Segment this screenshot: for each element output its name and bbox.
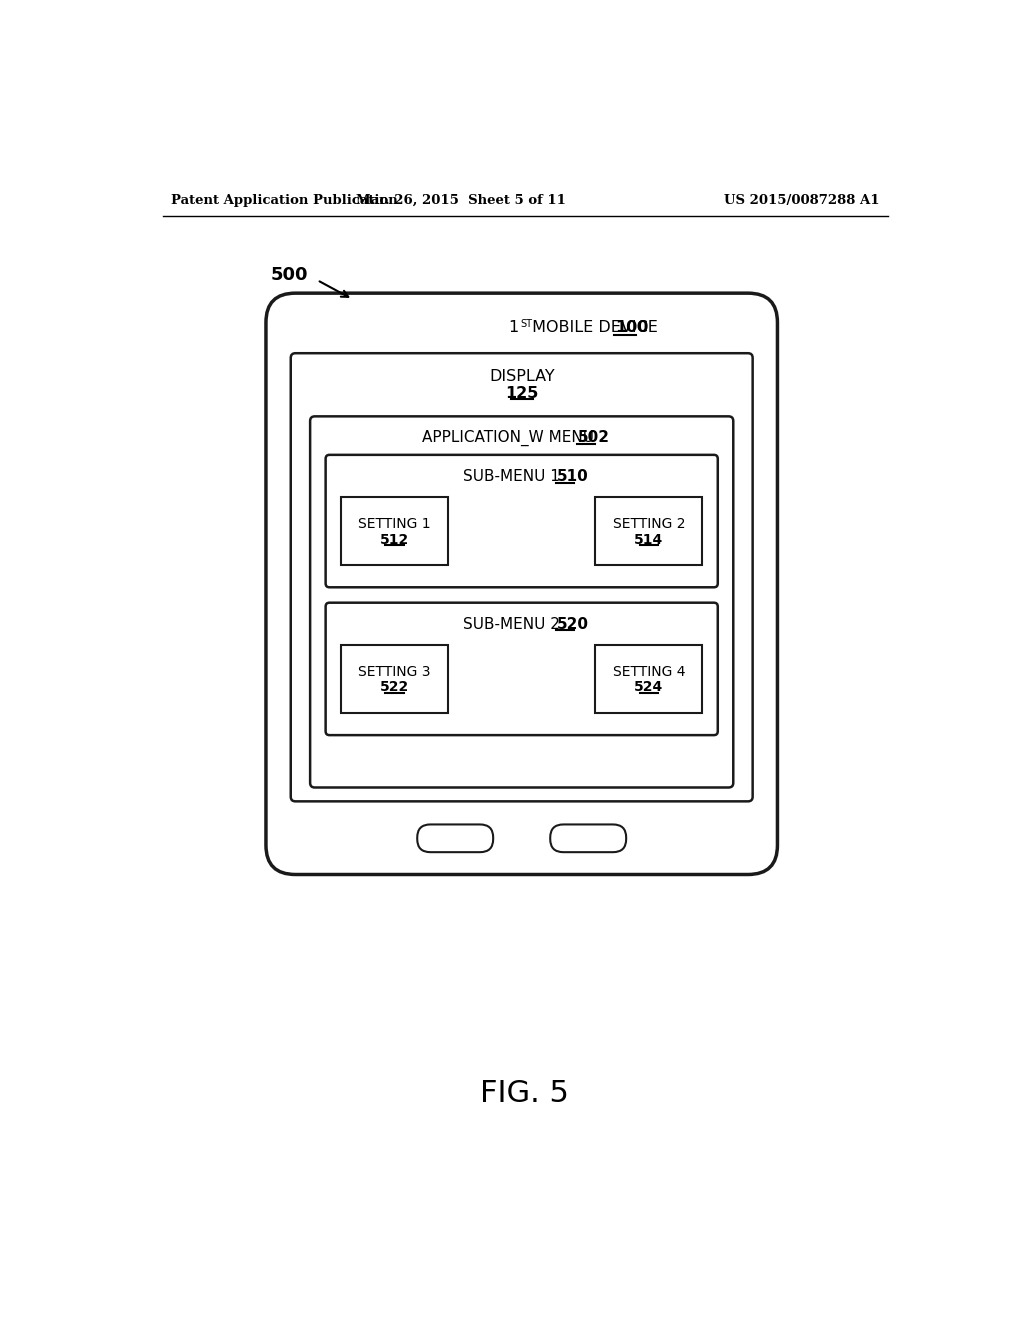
FancyBboxPatch shape bbox=[326, 455, 718, 587]
Text: 1: 1 bbox=[508, 319, 518, 335]
Text: 512: 512 bbox=[380, 532, 410, 546]
FancyBboxPatch shape bbox=[266, 293, 777, 875]
Text: Mar. 26, 2015  Sheet 5 of 11: Mar. 26, 2015 Sheet 5 of 11 bbox=[356, 194, 566, 207]
FancyBboxPatch shape bbox=[291, 354, 753, 801]
FancyBboxPatch shape bbox=[595, 498, 702, 565]
FancyBboxPatch shape bbox=[595, 645, 702, 713]
Text: 125: 125 bbox=[505, 385, 539, 401]
Text: FIG. 5: FIG. 5 bbox=[480, 1080, 569, 1109]
Text: 524: 524 bbox=[634, 680, 664, 694]
Text: 522: 522 bbox=[380, 680, 410, 694]
Text: 510: 510 bbox=[557, 469, 589, 484]
Text: APPLICATION_W MENU: APPLICATION_W MENU bbox=[422, 430, 598, 446]
Text: 500: 500 bbox=[271, 267, 308, 284]
Text: SETTING 3: SETTING 3 bbox=[358, 665, 431, 678]
Text: SUB-MENU 1: SUB-MENU 1 bbox=[463, 469, 565, 484]
FancyBboxPatch shape bbox=[341, 645, 449, 713]
Text: SETTING 1: SETTING 1 bbox=[358, 517, 431, 531]
FancyBboxPatch shape bbox=[326, 603, 718, 735]
FancyBboxPatch shape bbox=[417, 825, 494, 853]
Text: SETTING 2: SETTING 2 bbox=[612, 517, 685, 531]
Text: Patent Application Publication: Patent Application Publication bbox=[171, 194, 397, 207]
Text: US 2015/0087288 A1: US 2015/0087288 A1 bbox=[724, 194, 880, 207]
Text: MOBILE DEVICE: MOBILE DEVICE bbox=[527, 319, 664, 335]
Text: 520: 520 bbox=[557, 616, 589, 632]
FancyBboxPatch shape bbox=[341, 498, 449, 565]
Text: 502: 502 bbox=[578, 430, 609, 445]
Text: 100: 100 bbox=[614, 319, 648, 335]
Text: SETTING 4: SETTING 4 bbox=[612, 665, 685, 678]
Text: 514: 514 bbox=[634, 532, 664, 546]
Text: ST: ST bbox=[520, 319, 532, 329]
FancyBboxPatch shape bbox=[550, 825, 626, 853]
Text: SUB-MENU 2: SUB-MENU 2 bbox=[463, 616, 565, 632]
Text: DISPLAY: DISPLAY bbox=[488, 368, 555, 384]
FancyBboxPatch shape bbox=[310, 416, 733, 788]
